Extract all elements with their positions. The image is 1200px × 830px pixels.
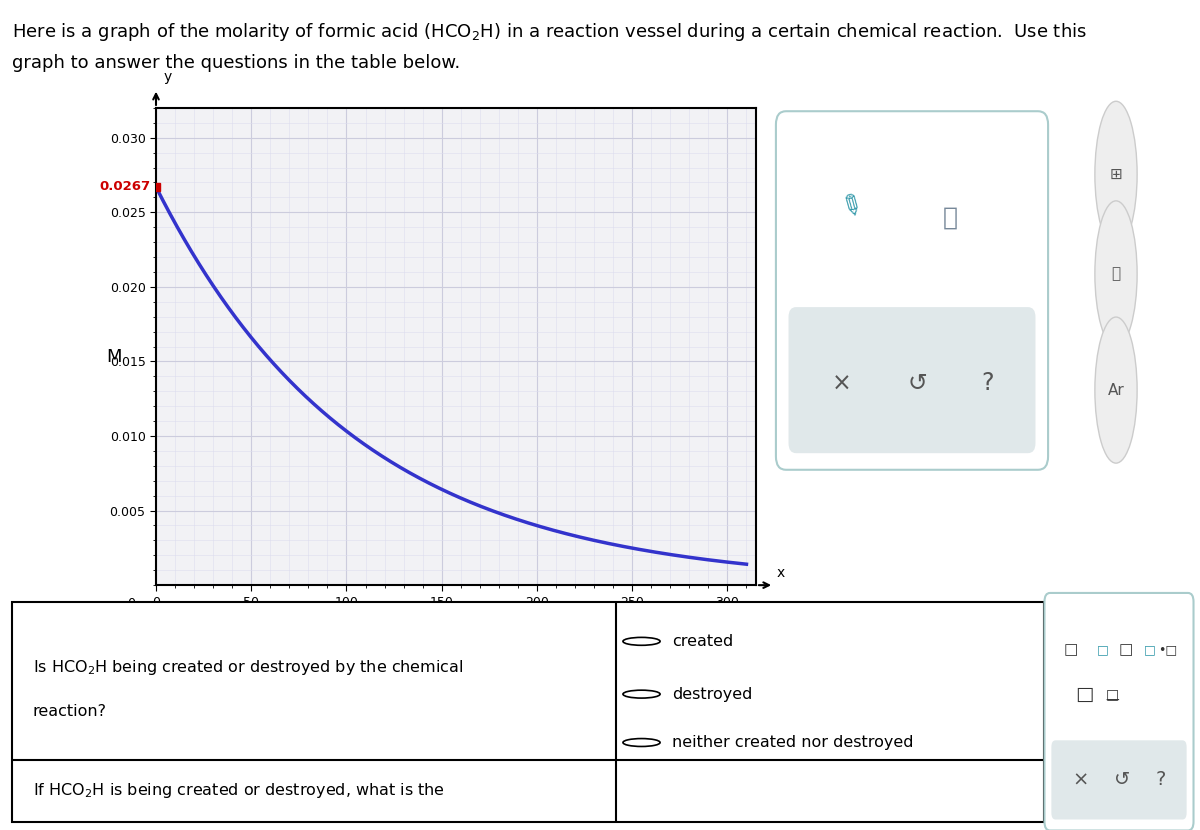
FancyBboxPatch shape [1051, 740, 1187, 819]
FancyBboxPatch shape [788, 307, 1036, 453]
Text: ×: × [832, 372, 851, 395]
Text: If $\mathrm{HCO_2H}$ is being created or destroyed, what is the: If $\mathrm{HCO_2H}$ is being created or… [32, 781, 444, 800]
Text: Ar: Ar [1108, 383, 1124, 398]
Text: destroyed: destroyed [672, 686, 752, 701]
Circle shape [1094, 317, 1138, 463]
Text: Here is a graph of the molarity of formic acid $\left(\mathrm{HCO_2H}\right)$ in: Here is a graph of the molarity of formi… [12, 21, 1087, 43]
FancyBboxPatch shape [1044, 593, 1194, 830]
Text: ?: ? [1156, 770, 1165, 789]
Text: ×: × [1072, 770, 1088, 789]
Text: ↺: ↺ [907, 372, 926, 395]
Text: □: □ [1063, 642, 1078, 657]
Text: 0.0267: 0.0267 [98, 180, 150, 193]
Text: □: □ [1144, 643, 1156, 657]
Text: created: created [672, 634, 733, 649]
Text: ⬛: ⬛ [1111, 266, 1121, 281]
Circle shape [1094, 101, 1138, 247]
Text: □: □ [1118, 642, 1133, 657]
Text: ?: ? [982, 372, 994, 395]
X-axis label: seconds: seconds [419, 622, 493, 641]
Text: —: — [1105, 694, 1118, 708]
FancyBboxPatch shape [776, 111, 1048, 470]
Text: Is $\mathrm{HCO_2H}$ being created or destroyed by the chemical: Is $\mathrm{HCO_2H}$ being created or de… [32, 658, 463, 677]
Text: M: M [107, 348, 121, 366]
Text: 0: 0 [127, 597, 134, 610]
Text: graph to answer the questions in the table below.: graph to answer the questions in the tab… [12, 54, 461, 72]
Text: •□: •□ [1158, 643, 1177, 657]
Text: □: □ [1105, 687, 1118, 701]
Text: ↺: ↺ [1114, 770, 1130, 789]
Text: y: y [163, 70, 172, 84]
Circle shape [1094, 201, 1138, 347]
Text: □: □ [1097, 643, 1109, 657]
Text: x: x [778, 566, 785, 580]
Text: □: □ [1075, 685, 1093, 704]
Text: ⬜: ⬜ [942, 206, 958, 229]
Text: reaction?: reaction? [32, 704, 107, 720]
Text: neither created nor destroyed: neither created nor destroyed [672, 735, 914, 750]
Text: ✎: ✎ [832, 189, 866, 226]
Text: ⊞: ⊞ [1110, 167, 1122, 182]
